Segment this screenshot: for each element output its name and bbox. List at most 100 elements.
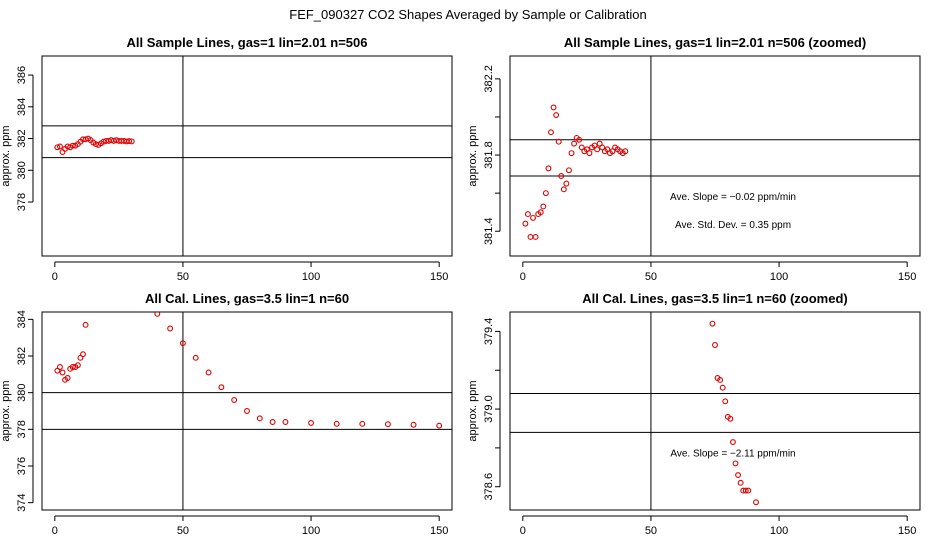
data-point	[712, 342, 718, 348]
y-tick-label: 378.6	[483, 473, 495, 501]
x-tick-label: 50	[177, 271, 189, 283]
y-tick-label: 376	[16, 457, 28, 475]
data-point	[735, 472, 742, 479]
y-tick-label: 380	[16, 161, 28, 179]
chart-panel-2: All Sample Lines, gas=1 lin=2.01 n=506 (…	[467, 35, 921, 283]
data-point	[540, 203, 547, 210]
data-point	[524, 211, 531, 218]
data-point	[555, 138, 562, 145]
data-point	[553, 112, 560, 118]
data-point	[530, 214, 537, 221]
data-point	[568, 150, 575, 157]
data-point	[69, 142, 76, 149]
data-point	[82, 321, 89, 328]
data-point	[54, 144, 61, 151]
y-tick-label: 382	[16, 347, 28, 365]
data-point	[709, 320, 716, 327]
data-point	[128, 138, 135, 145]
x-tick-label: 0	[520, 271, 526, 283]
annotation-1: Ave. Slope = −2.11 ppm/min	[670, 449, 795, 460]
data-point	[269, 419, 276, 425]
data-point	[742, 487, 749, 494]
data-point	[205, 369, 212, 376]
data-point	[244, 408, 250, 414]
y-axis-label: approx. ppm	[467, 125, 479, 186]
chart-title: All Cal. Lines, gas=3.5 lin=1 n=60 (zoom…	[582, 291, 848, 306]
x-tick-label: 150	[430, 271, 448, 283]
plot-frame	[509, 55, 921, 257]
data-point	[550, 104, 557, 111]
annotation-2: Ave. Std. Dev. = 0.35 ppm	[675, 220, 791, 231]
data-point	[436, 422, 443, 429]
data-point	[737, 479, 744, 486]
chart-title: All Sample Lines, gas=1 lin=2.01 n=506	[127, 35, 368, 50]
data-point	[282, 419, 289, 425]
data-point	[563, 180, 570, 187]
data-point	[732, 460, 739, 467]
x-tick-label: 50	[177, 525, 189, 537]
y-tick-label: 378	[16, 193, 28, 211]
x-tick-label: 0	[520, 525, 526, 537]
x-tick-label: 50	[645, 525, 657, 537]
chart-panel-3: All Cal. Lines, gas=3.5 lin=1 n=60 0 50 100…	[0, 291, 453, 537]
x-tick-label: 100	[770, 271, 788, 283]
data-point	[558, 173, 565, 179]
data-point	[548, 129, 554, 136]
data-point	[729, 439, 736, 446]
data-point	[74, 362, 81, 369]
data-point	[622, 148, 629, 155]
data-point	[218, 384, 225, 391]
data-point	[64, 375, 71, 381]
x-tick-label: 150	[898, 525, 916, 537]
y-tick-label: 379.0	[483, 395, 495, 423]
y-tick-label: 386	[16, 66, 28, 84]
plot-frame	[41, 55, 453, 257]
y-tick-label: 382	[16, 129, 28, 147]
chart-panels: All Sample Lines, gas=1 lin=2.01 n=506 0 5…	[0, 35, 921, 537]
data-point	[532, 234, 539, 240]
data-point	[753, 499, 759, 506]
data-point	[560, 186, 567, 193]
data-point	[256, 415, 263, 422]
data-point	[545, 165, 552, 172]
data-point	[594, 146, 601, 153]
data-point	[154, 312, 161, 317]
y-tick-label: 379.4	[483, 318, 495, 346]
y-tick-label: 381.4	[483, 217, 495, 245]
data-point	[231, 397, 238, 403]
data-points	[522, 104, 629, 240]
annotation-1: Ave. Slope = −0.02 ppm/min	[670, 192, 796, 203]
figure-suptitle: FEF_090327 CO2 Shapes Averaged by Sample…	[289, 7, 646, 22]
data-point	[192, 354, 199, 361]
chart-title: All Sample Lines, gas=1 lin=2.01 n=506 (…	[564, 35, 866, 50]
data-point	[59, 369, 66, 376]
y-tick-label: 382.2	[483, 65, 495, 93]
y-tick-label: 380	[16, 383, 28, 401]
x-tick-label: 0	[52, 525, 58, 537]
data-points	[54, 312, 443, 429]
plot-frame	[41, 311, 453, 511]
chart-panel-4: All Cal. Lines, gas=3.5 lin=1 n=60 (zoom…	[467, 291, 921, 537]
data-point	[745, 487, 752, 494]
chart-title: All Cal. Lines, gas=3.5 lin=1 n=60	[145, 291, 349, 306]
data-point	[727, 415, 734, 422]
chart-panel-1: All Sample Lines, gas=1 lin=2.01 n=506 0 5…	[0, 35, 453, 283]
data-point	[586, 150, 593, 157]
x-tick-label: 0	[52, 271, 58, 283]
data-point	[333, 420, 340, 427]
data-point	[576, 136, 583, 143]
x-tick-label: 50	[645, 271, 657, 283]
data-point	[410, 421, 417, 428]
data-point	[717, 376, 724, 383]
data-point	[179, 340, 186, 347]
y-axis-label: approx. ppm	[0, 125, 12, 186]
y-tick-label: 381.8	[483, 141, 495, 169]
y-tick-label: 378	[16, 420, 28, 438]
data-point	[384, 421, 391, 428]
data-point	[537, 209, 544, 216]
plot-frame	[509, 311, 921, 511]
data-point	[527, 234, 534, 240]
data-point	[722, 398, 729, 405]
data-point	[80, 351, 86, 358]
